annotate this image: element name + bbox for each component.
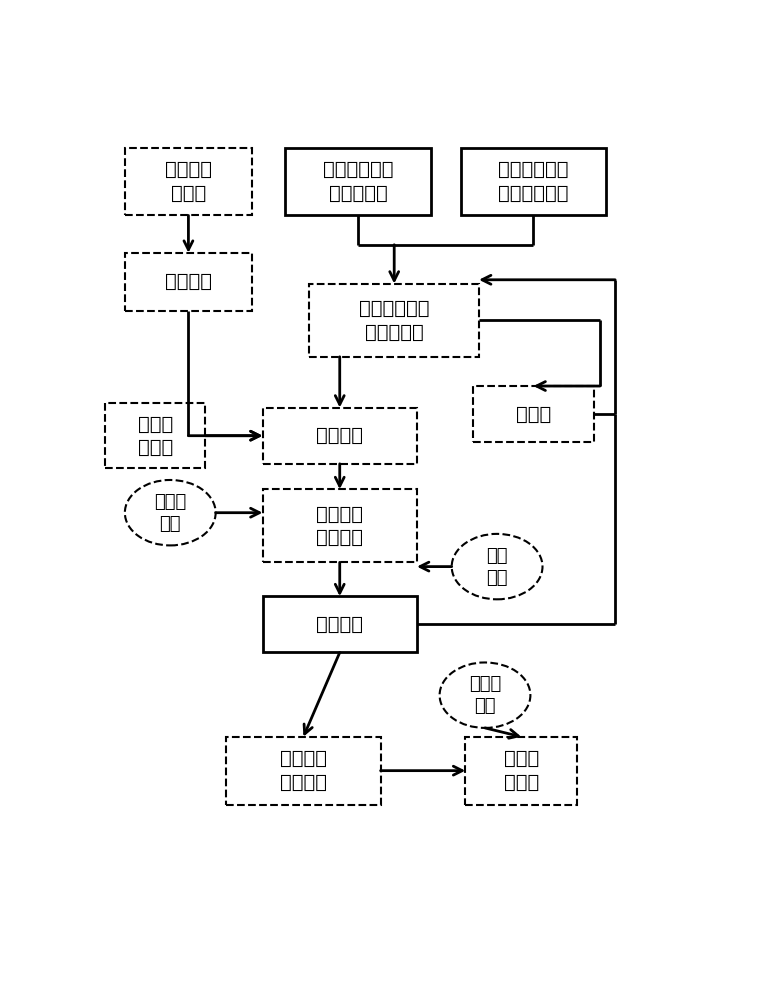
Bar — [125, 253, 252, 311]
Bar — [125, 148, 252, 215]
Text: 回波功率
时间序列: 回波功率 时间序列 — [280, 749, 327, 792]
Bar — [465, 737, 577, 805]
Text: 脱靶量: 脱靶量 — [515, 405, 551, 424]
Text: 傅里叶
变换: 傅里叶 变换 — [469, 675, 501, 715]
Text: 两个坐标系间
的变化关系: 两个坐标系间 的变化关系 — [359, 299, 430, 341]
Bar — [309, 284, 479, 357]
Text: 探测器坐标系
目标坐标系: 探测器坐标系 目标坐标系 — [323, 160, 393, 203]
Text: 回波功率: 回波功率 — [316, 615, 363, 634]
Ellipse shape — [440, 662, 530, 728]
Bar — [262, 408, 417, 464]
Text: 入射波束
表达式: 入射波束 表达式 — [165, 160, 212, 203]
Bar — [105, 403, 205, 468]
Text: 回波功
率频谱: 回波功 率频谱 — [504, 749, 539, 792]
Text: 波束分解: 波束分解 — [165, 272, 212, 291]
Bar — [461, 148, 606, 215]
Bar — [262, 596, 417, 652]
Ellipse shape — [125, 480, 216, 545]
Text: 目标与探测器
相对运动关系: 目标与探测器 相对运动关系 — [498, 160, 569, 203]
Bar — [262, 489, 417, 562]
Text: 雷达
方程: 雷达 方程 — [487, 546, 508, 587]
Text: 物理光
学法: 物理光 学法 — [154, 493, 187, 533]
Ellipse shape — [451, 534, 543, 599]
Bar — [285, 148, 430, 215]
Text: 雷达后向
散射截面: 雷达后向 散射截面 — [316, 505, 363, 547]
Bar — [226, 737, 380, 805]
Text: 满足远
场条件: 满足远 场条件 — [137, 414, 173, 457]
Bar — [473, 386, 594, 442]
Text: 照射面元: 照射面元 — [316, 426, 363, 445]
